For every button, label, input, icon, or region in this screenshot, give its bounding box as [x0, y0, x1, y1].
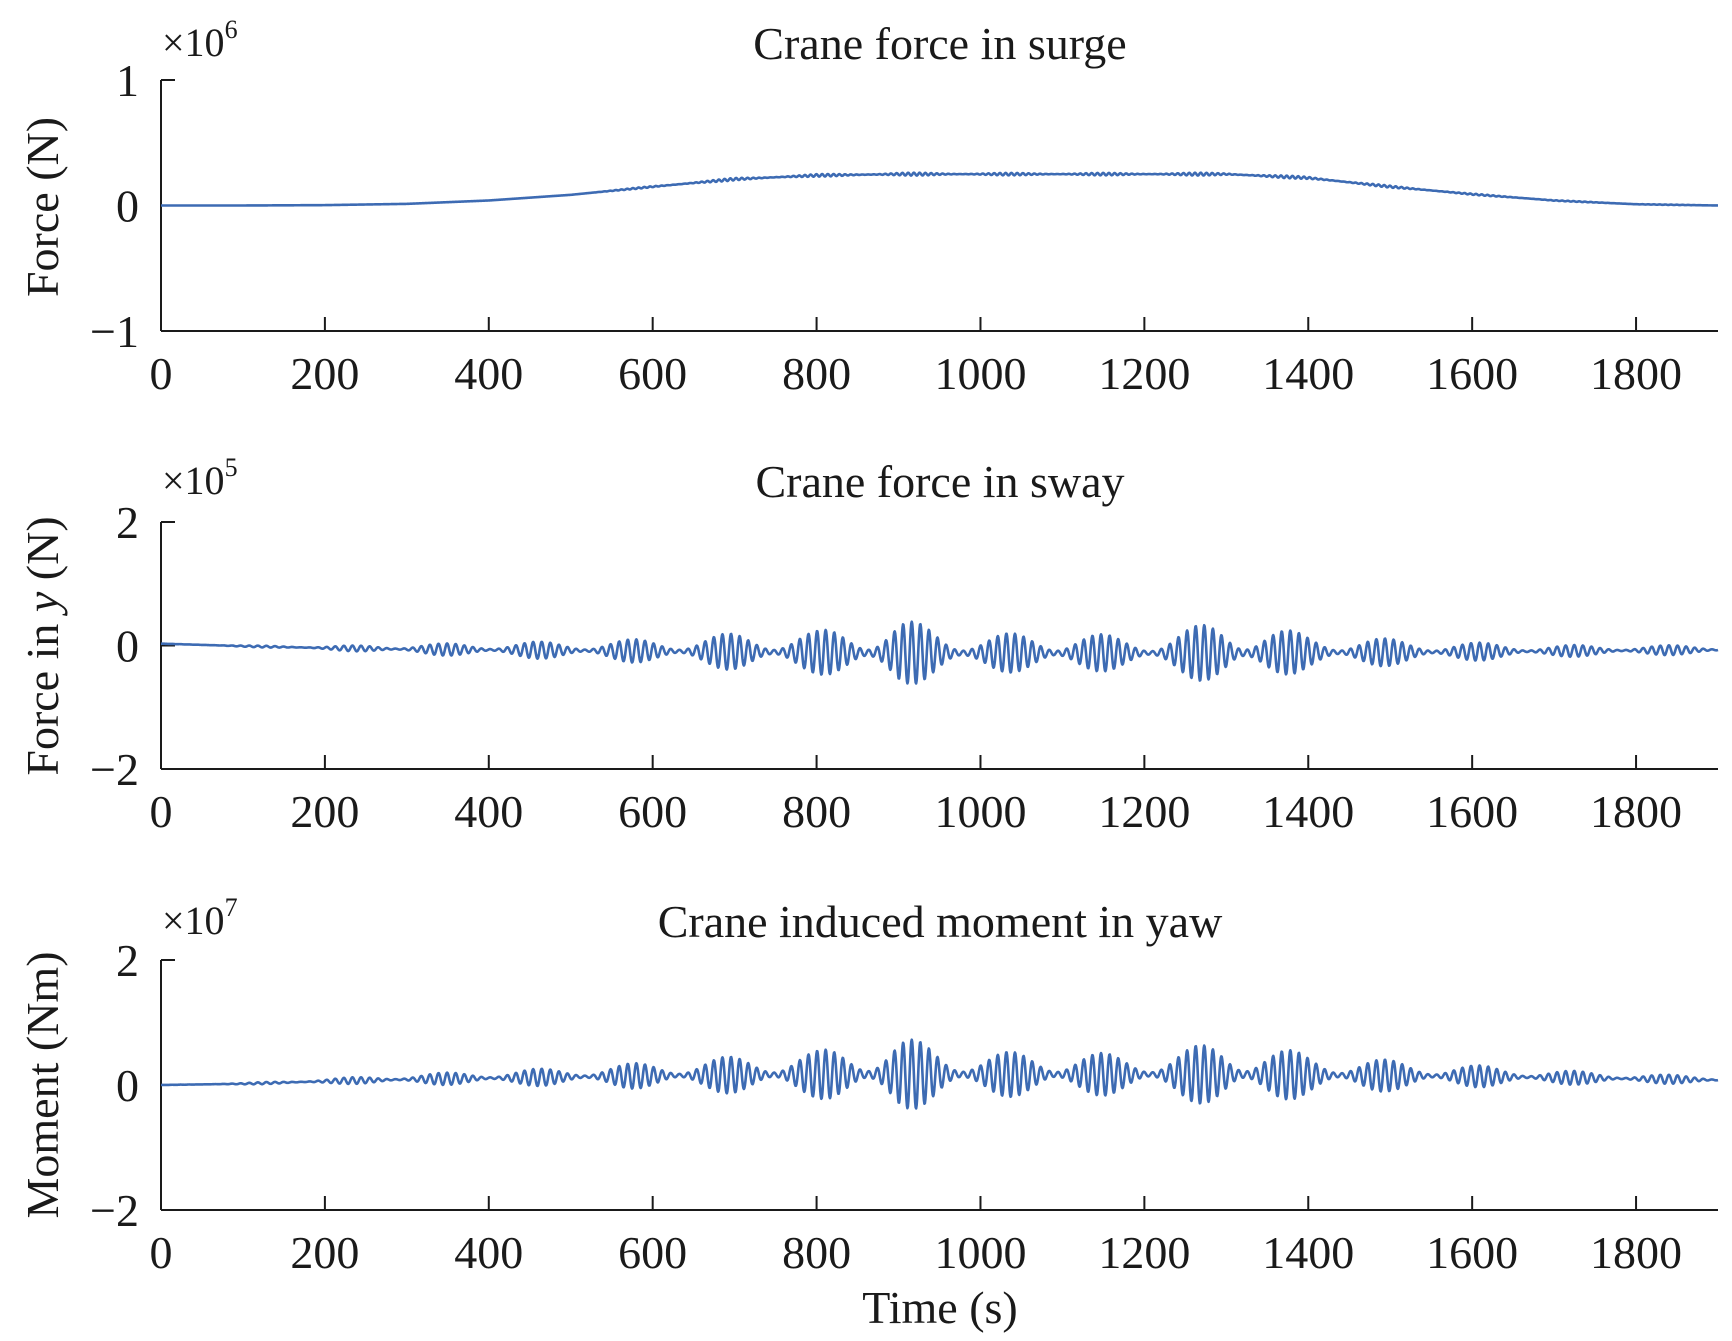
multiplier-base: ×10	[162, 20, 225, 65]
x-tick-label: 800	[782, 1227, 851, 1278]
multiplier-base: ×10	[162, 898, 225, 943]
series-line	[160, 620, 1719, 685]
x-tick-label: 800	[782, 786, 851, 837]
y-tick-label: 1	[116, 55, 139, 106]
x-tick-label: 1800	[1590, 1227, 1682, 1278]
y-tick-label: 2	[116, 497, 139, 548]
x-tick-label: 600	[618, 1227, 687, 1278]
x-tick-label: 1200	[1098, 786, 1190, 837]
y-tick-label: 2	[116, 935, 139, 986]
x-tick-label: 1000	[934, 348, 1026, 399]
axis-multiplier: ×107	[162, 893, 238, 943]
panel-title: Crane force in sway	[755, 456, 1124, 507]
y-axis-label-text: Force (N)	[17, 117, 68, 297]
y-tick-label: 0	[116, 621, 139, 672]
x-tick-label: 1200	[1098, 348, 1190, 399]
x-tick-label: 1600	[1426, 1227, 1518, 1278]
x-tick-label: 200	[290, 1227, 359, 1278]
y-tick-label: −1	[90, 306, 139, 357]
y-ticks: −2 0 2	[90, 935, 175, 1236]
multiplier-exponent: 5	[225, 453, 238, 482]
x-tick-label: 600	[618, 786, 687, 837]
multiplier-exponent: 7	[225, 893, 238, 922]
panel-title: Crane force in surge	[753, 18, 1126, 69]
x-tick-label: 0	[150, 348, 173, 399]
panel-surge: Crane force in surge ×106 Force (N) −101…	[17, 15, 1719, 399]
x-tick-label: 1400	[1262, 786, 1354, 837]
x-tick-label: 200	[290, 348, 359, 399]
x-tick-label: 400	[454, 348, 523, 399]
y-tick-label: −2	[90, 744, 139, 795]
multiplier-exponent: 6	[225, 15, 238, 44]
x-tick-label: 1200	[1098, 1227, 1190, 1278]
series-line	[160, 171, 1719, 207]
y-tick-label: 0	[116, 1060, 139, 1111]
y-axis-label-text: Force in	[17, 612, 68, 776]
y-ticks: −2 0 2	[90, 497, 175, 795]
panel-title: Crane induced moment in yaw	[658, 896, 1223, 947]
x-tick-label: 1400	[1262, 1227, 1354, 1278]
x-tick-label: 200	[290, 786, 359, 837]
x-tick-label: 1600	[1426, 786, 1518, 837]
x-tick-label: 0	[150, 1227, 173, 1278]
series-line	[160, 1038, 1719, 1110]
x-tick-label: 1000	[934, 1227, 1026, 1278]
y-axis-label-suffix: (N)	[17, 516, 68, 591]
axes	[160, 80, 1718, 332]
x-tick-label: 1600	[1426, 348, 1518, 399]
x-ticks: 0 200 400 600 800 1000 1200 1400 1600 1800	[150, 755, 1682, 837]
axis-multiplier: ×106	[162, 15, 238, 65]
y-tick-label: 0	[116, 181, 139, 232]
y-axis-label: Moment (Nm)	[17, 951, 68, 1218]
x-tick-label: 1800	[1590, 786, 1682, 837]
y-tick-label: −2	[90, 1185, 139, 1236]
x-axis-label: Time (s)	[862, 1282, 1018, 1333]
x-tick-label: 0	[150, 786, 173, 837]
y-axis-label-text: Moment (Nm)	[17, 951, 68, 1218]
x-ticks: 0 200 400 600 800 1000 1200 1400 1600 1800	[150, 1196, 1682, 1278]
y-axis-label: Force (N)	[17, 117, 68, 297]
axes	[160, 522, 1718, 770]
y-ticks: −1 0 1	[90, 55, 175, 357]
x-tick-label: 1400	[1262, 348, 1354, 399]
multiplier-base: ×10	[162, 458, 225, 503]
x-tick-label: 400	[454, 1227, 523, 1278]
x-tick-label: 1800	[1590, 348, 1682, 399]
panel-yaw: Crane induced moment in yaw ×107 Moment …	[17, 893, 1719, 1333]
x-tick-label: 400	[454, 786, 523, 837]
y-axis-label: Force in y (N)	[17, 516, 68, 775]
x-tick-label: 800	[782, 348, 851, 399]
axis-multiplier: ×105	[162, 453, 238, 503]
x-ticks: 0 200 400 600 800 1000 1200 1400 1600 1800	[150, 317, 1682, 399]
x-tick-label: 1000	[934, 786, 1026, 837]
y-axis-label-italic: y	[17, 591, 68, 616]
panel-sway: Crane force in sway ×105 Force in y (N) …	[17, 453, 1719, 837]
x-tick-label: 600	[618, 348, 687, 399]
